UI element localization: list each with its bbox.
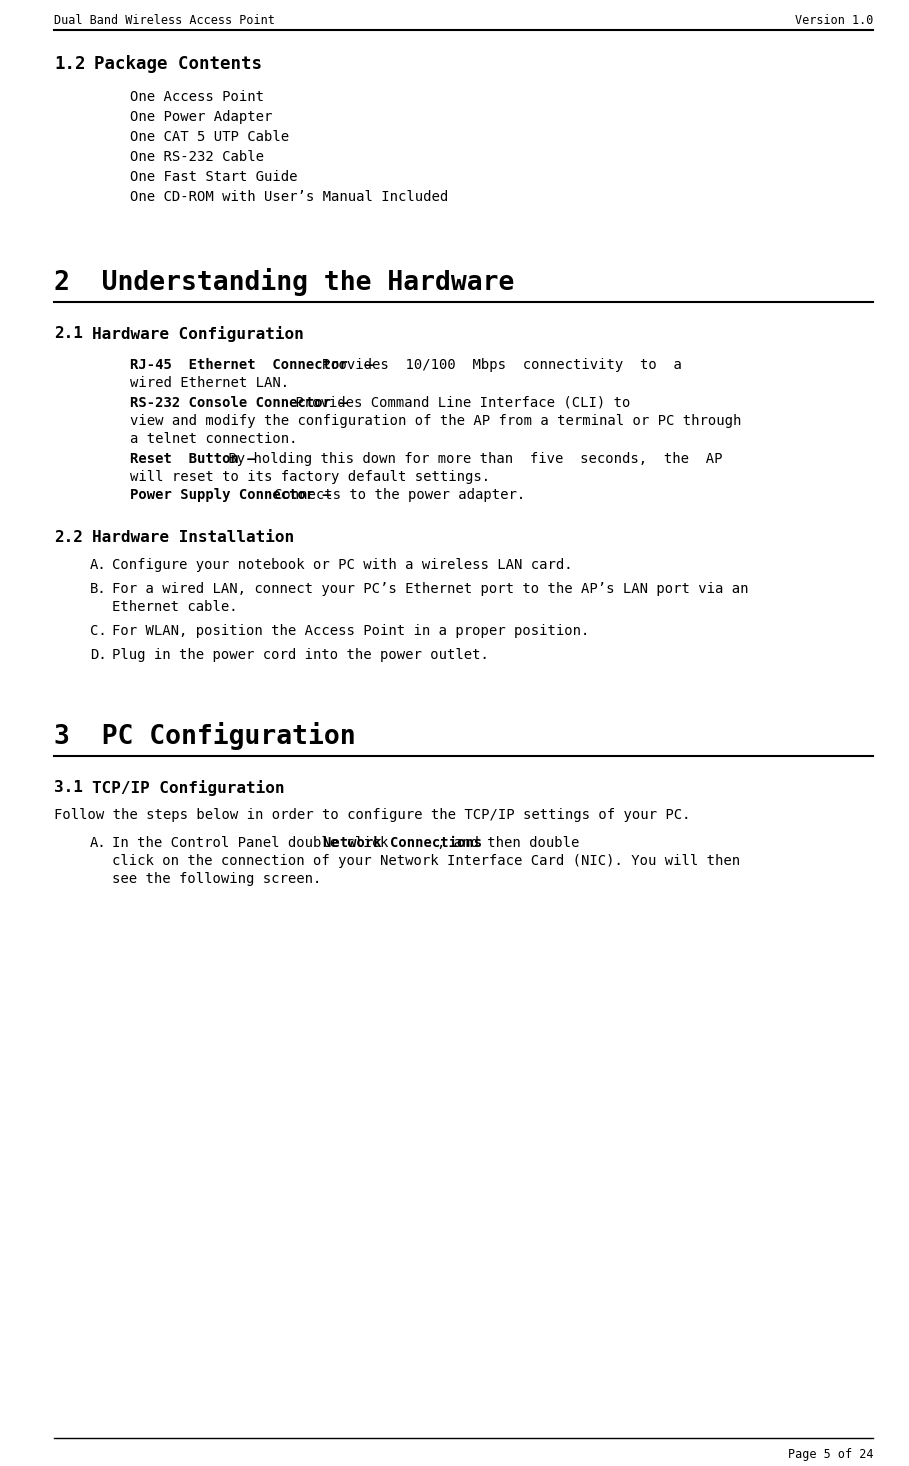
Text: One CAT 5 UTP Cable: One CAT 5 UTP Cable [130, 130, 289, 144]
Text: see the following screen.: see the following screen. [112, 872, 322, 885]
Text: Configure your notebook or PC with a wireless LAN card.: Configure your notebook or PC with a wir… [112, 559, 573, 572]
Text: Page 5 of 24: Page 5 of 24 [787, 1448, 873, 1462]
Text: 2.2: 2.2 [54, 531, 83, 545]
Text: 3  PC Configuration: 3 PC Configuration [54, 721, 355, 751]
Text: 2  Understanding the Hardware: 2 Understanding the Hardware [54, 268, 514, 296]
Text: click on the connection of your Network Interface Card (NIC). You will then: click on the connection of your Network … [112, 855, 740, 868]
Text: 2.1: 2.1 [54, 325, 83, 342]
Text: C.: C. [90, 625, 106, 638]
Text: Dual Band Wireless Access Point: Dual Band Wireless Access Point [54, 15, 275, 26]
Text: One RS-232 Cable: One RS-232 Cable [130, 150, 264, 164]
Text: RJ-45  Ethernet  Connector  –: RJ-45 Ethernet Connector – [130, 358, 373, 372]
Text: By holding this down for more than  five  seconds,  the  AP: By holding this down for more than five … [220, 452, 723, 466]
Text: Provides  10/100  Mbps  connectivity  to  a: Provides 10/100 Mbps connectivity to a [305, 358, 682, 372]
Text: Package Contents: Package Contents [94, 56, 262, 73]
Text: a telnet connection.: a telnet connection. [130, 432, 297, 446]
Text: B.: B. [90, 582, 106, 597]
Text: view and modify the configuration of the AP from a terminal or PC through: view and modify the configuration of the… [130, 413, 742, 428]
Text: A.: A. [90, 836, 106, 850]
Text: Provides Command Line Interface (CLI) to: Provides Command Line Interface (CLI) to [286, 396, 630, 410]
Text: One CD-ROM with User’s Manual Included: One CD-ROM with User’s Manual Included [130, 191, 448, 204]
Text: Power Supply Connector –: Power Supply Connector – [130, 488, 331, 501]
Text: Version 1.0: Version 1.0 [794, 15, 873, 26]
Text: D.: D. [90, 648, 106, 663]
Text: Plug in the power cord into the power outlet.: Plug in the power cord into the power ou… [112, 648, 489, 663]
Text: One Power Adapter: One Power Adapter [130, 110, 273, 125]
Text: , and then double: , and then double [437, 836, 579, 850]
Text: Reset  Button –: Reset Button – [130, 452, 255, 466]
Text: TCP/IP Configuration: TCP/IP Configuration [92, 780, 285, 796]
Text: Ethernet cable.: Ethernet cable. [112, 600, 237, 614]
Text: For WLAN, position the Access Point in a proper position.: For WLAN, position the Access Point in a… [112, 625, 589, 638]
Text: will reset to its factory default settings.: will reset to its factory default settin… [130, 471, 490, 484]
Text: RS-232 Console Connector –: RS-232 Console Connector – [130, 396, 348, 410]
Text: 3.1: 3.1 [54, 780, 83, 795]
Text: Network Connections: Network Connections [323, 836, 482, 850]
Text: One Access Point: One Access Point [130, 89, 264, 104]
Text: In the Control Panel double click: In the Control Panel double click [112, 836, 405, 850]
Text: A.: A. [90, 559, 106, 572]
Text: wired Ethernet LAN.: wired Ethernet LAN. [130, 375, 289, 390]
Text: 1.2: 1.2 [54, 56, 85, 73]
Text: One Fast Start Guide: One Fast Start Guide [130, 170, 297, 185]
Text: Hardware Installation: Hardware Installation [92, 531, 295, 545]
Text: Follow the steps below in order to configure the TCP/IP settings of your PC.: Follow the steps below in order to confi… [54, 808, 691, 822]
Text: Connects to the power adapter.: Connects to the power adapter. [275, 488, 525, 501]
Text: For a wired LAN, connect your PC’s Ethernet port to the AP’s LAN port via an: For a wired LAN, connect your PC’s Ether… [112, 582, 748, 597]
Text: Hardware Configuration: Hardware Configuration [92, 325, 304, 342]
